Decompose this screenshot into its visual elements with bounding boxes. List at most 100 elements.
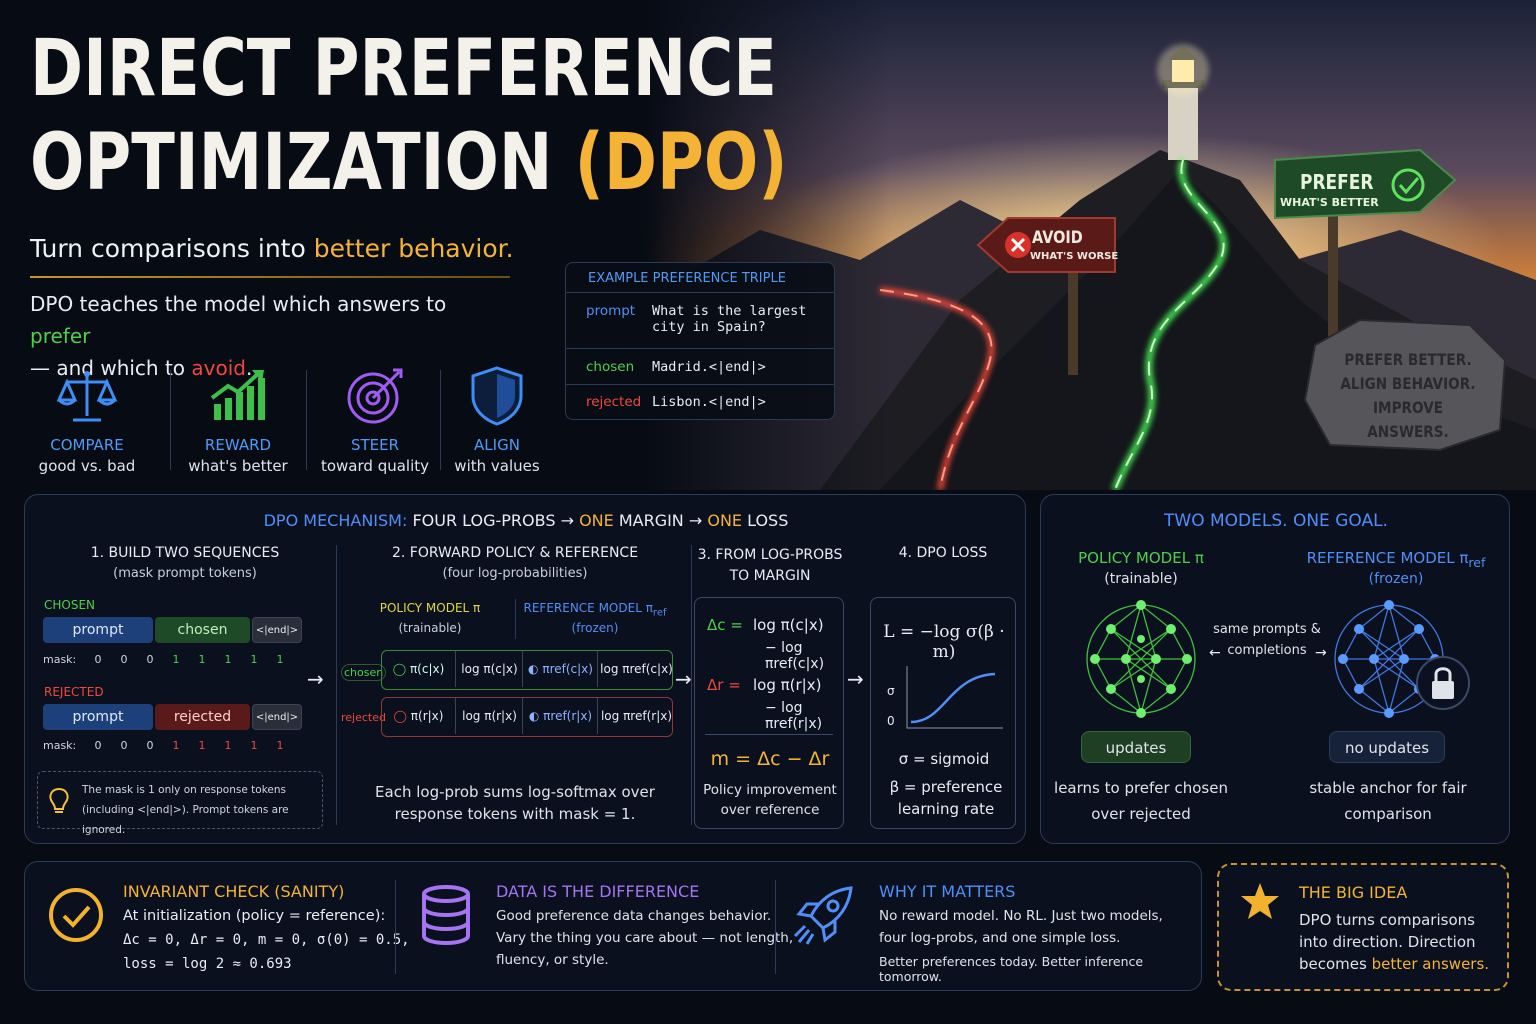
step-3-title: 3. FROM LOG-PROBS TO MARGIN bbox=[697, 547, 843, 584]
triple-prompt-value: What is the largest city in Spain? bbox=[652, 303, 807, 335]
policy-updates-badge: updates bbox=[1081, 731, 1191, 763]
rejected-mask-row: mask: 0 0 0 1 1 1 1 1 bbox=[43, 739, 293, 752]
scales-icon bbox=[56, 371, 118, 422]
feature-sub: good vs. bad bbox=[38, 457, 136, 475]
why-line-1: No reward model. No RL. Just two models, bbox=[879, 908, 1163, 924]
heading-one: ONE bbox=[707, 511, 743, 530]
row-label-rejected: rejected bbox=[341, 711, 386, 724]
mask-value: 1 bbox=[276, 653, 284, 666]
why-title: WHY IT MATTERS bbox=[879, 882, 1016, 901]
ref-prob-rejected: ◐ πref(r|x) bbox=[524, 698, 598, 734]
ref-logprob-chosen: log πref(c|x) bbox=[600, 662, 673, 676]
mask-note-text: The mask is 1 only on response tokens (i… bbox=[82, 784, 289, 836]
data-line-1: Good preference data changes behavior. bbox=[496, 908, 772, 924]
mask-value: 1 bbox=[250, 739, 258, 752]
why-line-3: Better preferences today. Better inferen… bbox=[879, 954, 1144, 984]
beta-definition: β = preference learning rate bbox=[889, 778, 1003, 818]
mechanism-panel: DPO MECHANISM: FOUR LOG-PROBS → ONE MARG… bbox=[24, 494, 1026, 844]
title-line-1: DIRECT PREFERENCE bbox=[30, 24, 777, 114]
mask-value: 0 bbox=[120, 653, 128, 666]
mask-value: 0 bbox=[94, 653, 102, 666]
description: DPO teaches the model which answers to p… bbox=[30, 288, 510, 384]
bottom-panel: INVARIANT CHECK (SANITY) At initializati… bbox=[24, 861, 1202, 991]
rock-line-2: ALIGN BEHAVIOR. bbox=[1340, 374, 1476, 393]
reference-label-subscript: ref bbox=[652, 607, 667, 619]
feature-title: ALIGN bbox=[474, 436, 520, 454]
hero-banner: AVOID WHAT'S WORSE PREFER WHAT'S BETTER … bbox=[0, 0, 1536, 490]
policy-logprob-chosen: log π(c|x) bbox=[457, 651, 523, 687]
step-1-title: 1. BUILD TWO SEQUENCES bbox=[90, 545, 280, 561]
policy-model-title: POLICY MODEL π bbox=[1078, 549, 1204, 567]
cell-text: πref(r|x) bbox=[543, 709, 593, 723]
feature-sub: with values bbox=[454, 457, 540, 475]
desc-part-1: DPO teaches the model which answers to bbox=[30, 292, 447, 316]
subtitle-underline bbox=[30, 276, 510, 278]
mask-value: 0 bbox=[94, 739, 102, 752]
chosen-end-token: <|end|> bbox=[252, 617, 302, 643]
delta-chosen-lhs: Δc = bbox=[707, 616, 743, 634]
checkmark-circle-icon bbox=[49, 888, 103, 942]
divider bbox=[170, 370, 171, 470]
mask-value: 1 bbox=[172, 739, 180, 752]
delta-rejected-lhs: Δr = bbox=[707, 676, 741, 694]
big-idea-highlight: better answers. bbox=[1371, 955, 1490, 973]
star-icon bbox=[1241, 883, 1279, 919]
chosen-prompt-segment: prompt bbox=[43, 617, 153, 643]
triple-chosen-key: chosen bbox=[586, 359, 635, 375]
sigmoid-curve-plot bbox=[906, 666, 1003, 729]
heading-part: LOSS bbox=[742, 511, 789, 530]
big-idea-line-2: into direction. Direction bbox=[1299, 933, 1476, 951]
arrow-icon: → bbox=[675, 667, 692, 691]
step-2-title: 2. FORWARD POLICY & REFERENCE bbox=[391, 545, 639, 561]
invariant-title: INVARIANT CHECK (SANITY) bbox=[123, 882, 345, 901]
chosen-response-segment: chosen bbox=[155, 617, 250, 643]
heading-label: DPO MECHANISM: bbox=[263, 511, 408, 530]
reference-model-subtitle: (frozen) bbox=[1368, 571, 1424, 587]
title-line-2-main: OPTIMIZATION bbox=[30, 118, 575, 208]
rejected-response-segment: rejected bbox=[155, 704, 250, 730]
feature-align: ALIGN with values bbox=[432, 364, 562, 475]
shield-icon bbox=[471, 366, 523, 426]
chosen-logprob-row: ◯ π(c|x) log π(c|x) ◐ πref(c|x) log πref… bbox=[381, 650, 673, 690]
ref-logprob-rejected: log πref(r|x) bbox=[600, 709, 673, 723]
step-2-note: Each log-prob sums log-softmax over resp… bbox=[375, 783, 655, 823]
feature-compare: COMPARE good vs. bad bbox=[22, 364, 152, 475]
heading-part: MARGIN → bbox=[613, 511, 708, 530]
subtitle: Turn comparisons into better behavior. bbox=[30, 234, 514, 263]
divider bbox=[775, 880, 776, 974]
invariant-line-3: loss = log 2 ≈ 0.693 bbox=[123, 956, 292, 972]
policy-description: learns to prefer chosen over rejected bbox=[1054, 779, 1228, 823]
mask-value: 0 bbox=[146, 739, 154, 752]
arrow-icon: → bbox=[307, 667, 324, 691]
margin-note: Policy improvement over reference bbox=[703, 782, 837, 818]
preference-triple-card: EXAMPLE PREFERENCE TRIPLE prompt What is… bbox=[565, 262, 835, 420]
policy-model-sub: (trainable) bbox=[398, 621, 462, 635]
landscape-illustration bbox=[0, 0, 1536, 490]
feature-title: STEER bbox=[350, 436, 400, 454]
feature-reward: REWARD what's better bbox=[173, 364, 303, 475]
delta-rejected-term-2: − log πref(r|x) bbox=[765, 700, 823, 732]
feature-steer: STEER toward quality bbox=[310, 364, 440, 475]
delta-chosen-term-2: − log πref(c|x) bbox=[765, 640, 825, 672]
divider bbox=[691, 545, 692, 825]
two-models-title: TWO MODELS. ONE GOAL. bbox=[1164, 511, 1388, 531]
mask-value: 1 bbox=[198, 653, 206, 666]
reference-title-subscript: ref bbox=[1468, 555, 1486, 570]
feature-title: REWARD bbox=[204, 436, 272, 454]
big-idea-line-3-main: becomes bbox=[1299, 955, 1372, 973]
big-idea-title: THE BIG IDEA bbox=[1299, 883, 1408, 902]
lightbulb-icon bbox=[49, 787, 69, 813]
subtitle-main: Turn comparisons into bbox=[30, 234, 314, 263]
mask-value: 1 bbox=[172, 653, 180, 666]
triple-header: EXAMPLE PREFERENCE TRIPLE bbox=[566, 263, 834, 293]
triple-rejected-key: rejected bbox=[586, 394, 642, 410]
data-line-2: Vary the thing you care about — not leng… bbox=[496, 930, 794, 946]
invariant-line-1: At initialization (policy = reference): bbox=[123, 908, 386, 924]
reference-model-label: REFERENCE MODEL πref bbox=[520, 601, 670, 618]
mask-value: 1 bbox=[224, 653, 232, 666]
divider bbox=[515, 599, 516, 639]
reference-model-sub: (frozen) bbox=[571, 621, 619, 635]
rejected-sequence-label: REJECTED bbox=[44, 685, 104, 699]
rock-line-1: PREFER BETTER. bbox=[1344, 350, 1472, 369]
title-acronym: (DPO) bbox=[574, 118, 788, 208]
